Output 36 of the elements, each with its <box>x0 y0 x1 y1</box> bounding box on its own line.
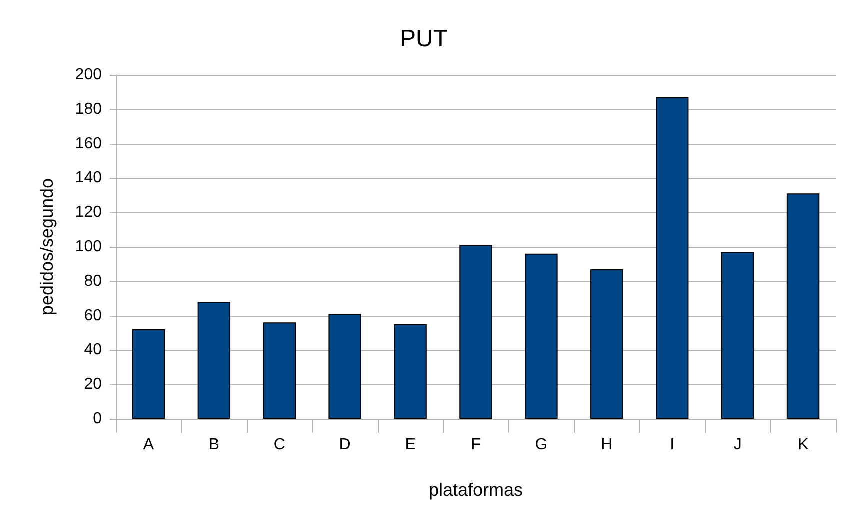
y-tick-label: 20 <box>84 376 102 394</box>
y-tick-label: 180 <box>75 100 102 118</box>
y-tick-label: 160 <box>75 135 102 152</box>
x-tick-label: H <box>601 436 613 454</box>
x-tick-label: J <box>734 436 742 454</box>
y-axis-title: pedidos/segundo <box>37 178 57 316</box>
y-tick-label: 100 <box>75 238 102 256</box>
x-tick-label: K <box>798 436 809 454</box>
x-tick-label: C <box>274 436 286 454</box>
x-tick-label: E <box>405 436 416 454</box>
x-tick-label: I <box>670 436 675 454</box>
bar <box>525 254 558 419</box>
bar <box>460 245 492 419</box>
x-tick-label: G <box>535 436 548 454</box>
x-tick-label: B <box>208 436 220 454</box>
y-tick-label: 0 <box>93 410 102 428</box>
bar <box>198 302 231 419</box>
y-tick-label: 60 <box>84 307 102 324</box>
x-tick-label: F <box>471 436 482 454</box>
bar <box>786 194 820 419</box>
bar <box>590 269 624 419</box>
y-tick-label: 140 <box>75 170 102 187</box>
y-tick-label: 40 <box>84 342 102 359</box>
y-tick-label: 120 <box>75 204 102 222</box>
bar <box>394 324 427 419</box>
y-tick-label: 200 <box>75 66 102 84</box>
x-axis-title: plataformas <box>428 480 524 500</box>
x-tick-label: A <box>143 436 154 454</box>
chart-title: PUT <box>400 26 448 52</box>
bar <box>132 330 166 419</box>
bar <box>656 97 689 419</box>
bar <box>263 322 296 419</box>
bar <box>328 314 362 419</box>
x-tick-label: D <box>339 436 351 454</box>
bar <box>721 252 754 419</box>
y-tick-label: 80 <box>84 272 102 290</box>
